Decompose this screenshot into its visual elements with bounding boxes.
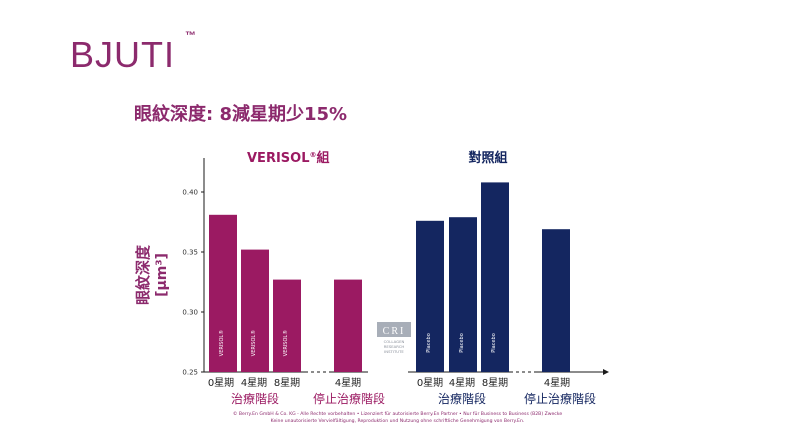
x-tick-label: 4星期 [335,377,361,389]
bar-inner-label: Placebo [491,333,497,353]
y-axis-title-line1: 眼紋深度 [134,244,152,305]
group1-title-main: VERISOL [247,151,310,166]
group1-header: VERISOL®組 [247,150,330,166]
bar [449,217,477,372]
bar [209,214,237,372]
y-tick-label: 0.25 [182,369,198,377]
y-tick-label: 0.40 [182,189,198,197]
x-tick-label: 0星期 [417,377,443,389]
stop-phase-label: 停止治療階段 [524,391,596,406]
bar [273,279,301,372]
cri-logo-line1: COLLAGEN [384,339,405,344]
bar [481,182,509,372]
y-axis-title: 眼紋深度 [µm³] [134,244,170,305]
y-tick-label: 0.30 [182,309,198,317]
x-tick-label: 4星期 [241,377,267,389]
x-tick-label: 0星期 [208,377,234,389]
treatment-phase-label: 治療階段 [231,391,279,406]
bar [416,220,444,372]
footer-line-1: © Berry.En GmbH & Co. KG - Alle Rechte v… [232,412,563,417]
bar [334,279,362,372]
group1-title-suffix: 組 [317,150,330,166]
cri-logo-line2: RESEARCH [384,344,405,349]
x-tick-label: 4星期 [544,377,570,389]
cri-logo: CRI COLLAGEN RESEARCH INSTITUTE [377,322,411,354]
cri-logo-initials: CRI [383,326,406,337]
brand-logo: BJUTI [70,34,176,75]
chart-headline: 眼紋深度: 8減星期少15% [134,104,348,125]
group1-title-sup: ® [310,151,317,159]
footer-line-2: Keine unautorisierte Vervielfältigung, R… [270,419,525,424]
bar-inner-label: Placebo [459,333,465,353]
x-axis-arrow [603,369,609,375]
bar [542,229,570,372]
bar-inner-label: Placebo [426,333,432,353]
y-axis-title-line2: [µm³] [154,253,170,297]
cri-logo-box [377,322,411,337]
trademark-symbol: ™ [185,30,196,42]
bar-inner-label: VERISOL® [250,330,257,356]
bars: VERISOL® VERISOL® VERISOL® Placebo Placebo Pl… [209,182,570,372]
x-tick-label: 4星期 [449,377,475,389]
stop-phase-label: 停止治療階段 [313,391,385,406]
x-tick-label: 8星期 [274,377,300,389]
y-tick-label: 0.35 [182,249,198,257]
group1-title: VERISOL®組 [247,150,330,166]
group2-title: 對照組 [468,150,507,166]
bar-inner-label: VERISOL® [218,330,225,356]
x-tick-label: 8星期 [482,377,508,389]
bar-inner-label: VERISOL® [282,330,289,356]
cri-logo-line3: INSTITUTE [384,349,404,354]
treatment-phase-label: 治療階段 [438,391,486,406]
bar [241,249,269,372]
copyright-footer: © Berry.En GmbH & Co. KG - Alle Rechte v… [200,411,595,425]
